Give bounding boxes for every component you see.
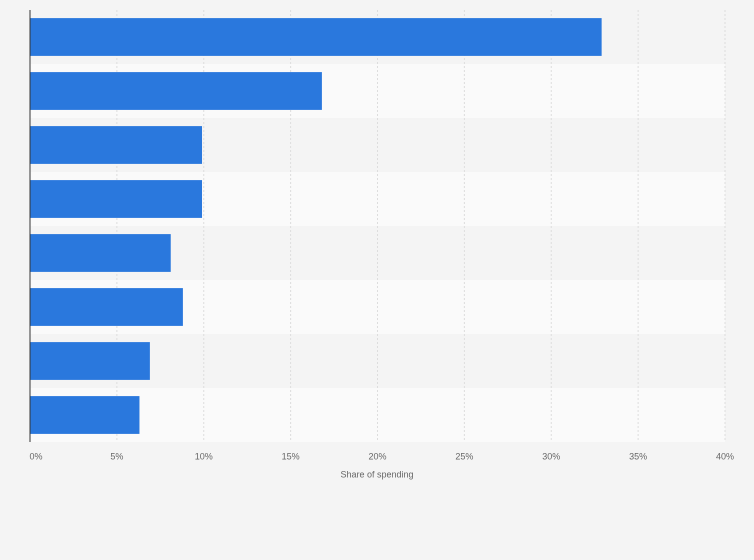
bar <box>30 288 183 326</box>
bar <box>30 342 150 380</box>
x-tick-label: 25% <box>455 451 473 461</box>
bar <box>30 234 171 272</box>
x-tick-label: 5% <box>110 451 123 461</box>
bar <box>30 180 203 218</box>
bar <box>30 126 203 164</box>
x-axis-label: Share of spending <box>340 469 413 479</box>
bar <box>30 18 602 56</box>
x-tick-label: 10% <box>195 451 213 461</box>
bar <box>30 72 322 110</box>
x-tick-label: 0% <box>29 451 42 461</box>
x-tick-label: 40% <box>716 451 734 461</box>
x-tick-label: 15% <box>282 451 300 461</box>
x-tick-label: 20% <box>368 451 386 461</box>
x-tick-label: 30% <box>542 451 560 461</box>
bar <box>30 396 140 434</box>
x-tick-label: 35% <box>629 451 647 461</box>
